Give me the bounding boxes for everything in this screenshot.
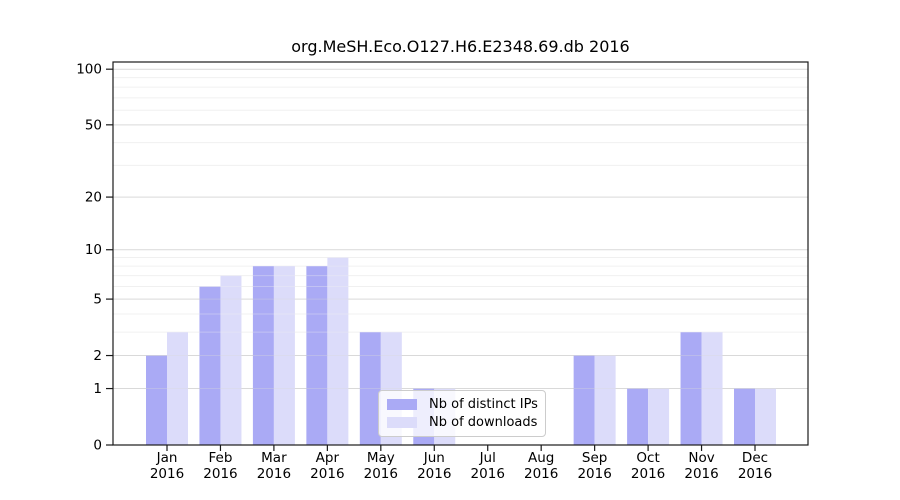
bar-distinct-ips-may (359, 332, 381, 445)
bar-downloads-jan (167, 332, 188, 445)
x-tick-label-year: 2016 (684, 466, 718, 482)
bar-downloads-mar (273, 266, 295, 445)
legend-entry-distinct-ips: Nb of distinct IPs (387, 396, 538, 412)
x-tick-label-year: 2016 (257, 466, 291, 482)
bar-downloads-dec (754, 388, 776, 445)
y-tick-label: 20 (85, 190, 102, 206)
x-tick-label-year: 2016 (417, 466, 451, 482)
bar-distinct-ips-jan (146, 355, 167, 445)
x-tick-label-month: May (367, 450, 395, 466)
y-tick-label: 10 (85, 242, 102, 258)
bar-distinct-ips-nov (680, 332, 702, 445)
bar-downloads-oct (648, 388, 670, 445)
x-tick-label-month: Sep (582, 450, 607, 466)
bar-distinct-ips-oct (627, 388, 649, 445)
y-tick-label: 50 (85, 117, 102, 133)
y-tick-label: 2 (93, 348, 102, 364)
x-tick-label-year: 2016 (310, 466, 344, 482)
y-axis: 0 1 2 5 10 20 50 100 (76, 62, 113, 454)
bar-downloads-feb (220, 275, 242, 445)
bar-distinct-ips-mar (252, 266, 274, 445)
bar-distinct-ips-apr (306, 266, 328, 445)
chart-title: org.MeSH.Eco.O127.H6.E2348.69.db 2016 (291, 37, 630, 56)
y-tick-label: 0 (93, 438, 102, 454)
legend-label-downloads: Nb of downloads (429, 415, 538, 431)
bar-downloads-nov (701, 332, 723, 445)
legend: Nb of distinct IPs Nb of downloads (378, 390, 546, 437)
bar-distinct-ips-feb (199, 286, 221, 445)
x-tick-label-year: 2016 (738, 466, 772, 482)
y-tick-label: 5 (93, 292, 102, 308)
x-tick-label-month: Jun (423, 450, 445, 466)
x-tick-label-year: 2016 (471, 466, 505, 482)
x-tick-label-month: Aug (528, 450, 554, 466)
bar-downloads-sep (594, 355, 616, 445)
x-tick-label-month: Mar (261, 450, 287, 466)
plot-border (112, 61, 809, 446)
legend-swatch-downloads (387, 417, 417, 429)
x-tick-label-month: Nov (688, 450, 714, 466)
bar-downloads-apr (327, 257, 349, 445)
bar-distinct-ips-sep (573, 355, 595, 445)
x-tick-label-month: Dec (742, 450, 768, 466)
x-tick-label-month: Feb (209, 450, 233, 466)
x-tick-label-month: Apr (316, 450, 340, 466)
x-axis: Jan2016Feb2016Mar2016Apr2016May2016Jun20… (150, 445, 772, 482)
y-tick-label: 1 (93, 381, 102, 397)
x-tick-label-month: Jan (156, 450, 178, 466)
x-tick-label-year: 2016 (203, 466, 237, 482)
x-tick-label-year: 2016 (524, 466, 558, 482)
x-tick-label-year: 2016 (150, 466, 184, 482)
x-tick-label-year: 2016 (631, 466, 665, 482)
bar-distinct-ips-dec (733, 388, 755, 445)
x-tick-label-month: Oct (636, 450, 659, 466)
legend-entry-downloads: Nb of downloads (387, 415, 537, 430)
x-tick-label-year: 2016 (364, 466, 398, 482)
legend-swatch-distinct-ips (387, 398, 417, 410)
x-tick-label-month: Jul (479, 450, 496, 466)
legend-label-distinct-ips: Nb of distinct IPs (429, 396, 538, 412)
y-tick-label: 100 (76, 62, 102, 78)
x-tick-label-year: 2016 (577, 466, 611, 482)
